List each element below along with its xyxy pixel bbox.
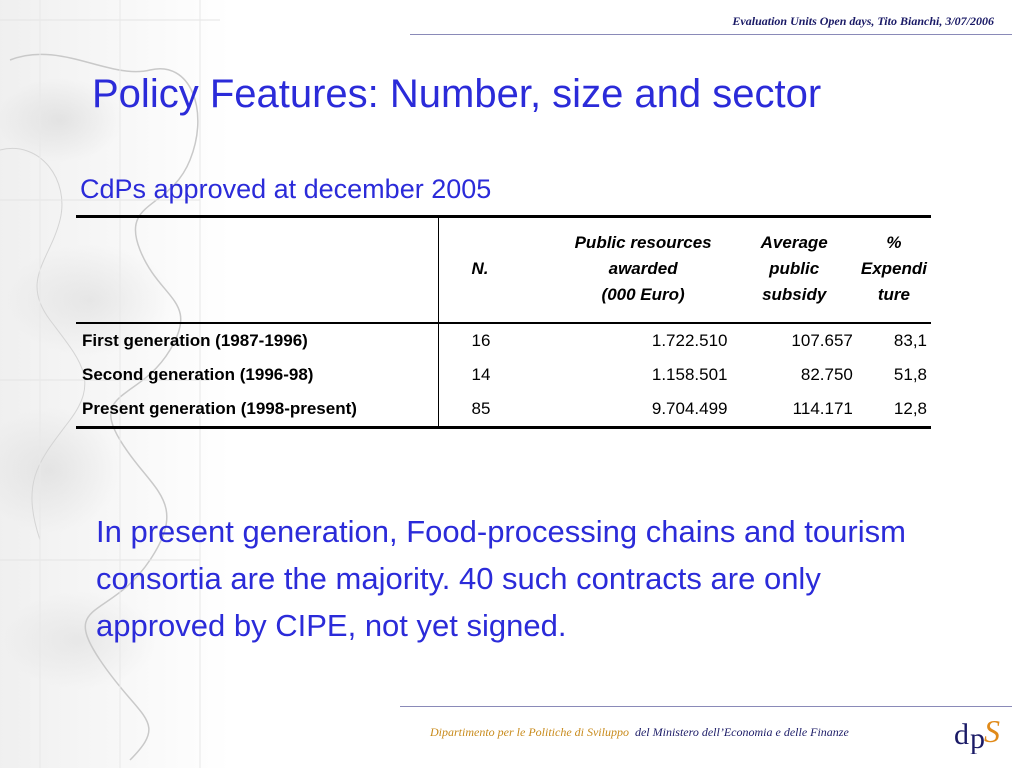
header-n: N. <box>471 259 489 278</box>
table-row: Second generation (1996-98) 14 1.158.501… <box>76 358 931 392</box>
table-row: First generation (1987-1996) 16 1.722.51… <box>76 323 931 358</box>
footer-department: Dipartimento per le Politiche di Svilupp… <box>430 725 629 739</box>
header-average-line2: public <box>769 259 820 278</box>
header-average: Average public subsidy <box>732 217 857 324</box>
header-average-line1: Average <box>760 233 828 252</box>
dps-logo: d p S <box>952 710 1008 755</box>
header-percent-line2: Expendi <box>860 259 927 278</box>
row-public: 9.704.499 <box>651 399 728 418</box>
header-divider <box>410 34 1012 35</box>
svg-text:d: d <box>954 718 969 751</box>
row-n: 14 <box>471 365 491 384</box>
row-public: 1.158.501 <box>651 365 728 384</box>
footer-ministry: del Ministero dell’Economia e delle Fina… <box>634 725 849 739</box>
table-row: Present generation (1998-present) 85 9.7… <box>76 392 931 428</box>
svg-text:S: S <box>984 713 1000 749</box>
row-average: 107.657 <box>791 331 853 350</box>
footer-divider <box>400 706 1012 707</box>
row-label: Present generation (1998-present) <box>76 392 440 428</box>
row-label: First generation (1987-1996) <box>76 323 440 358</box>
row-public: 1.722.510 <box>651 331 728 350</box>
header-label-blank <box>76 216 440 323</box>
header-public-line1: Public resources <box>574 233 712 252</box>
header-caption: Evaluation Units Open days, Tito Bianchi… <box>732 14 994 28</box>
row-percent: 83,1 <box>893 331 927 350</box>
table-header-row: N. Public resources awarded (000 Euro) A… <box>76 216 931 324</box>
row-percent: 12,8 <box>893 399 927 418</box>
row-average: 82.750 <box>800 365 853 384</box>
header-public-resources: Public resources awarded (000 Euro) <box>555 217 732 324</box>
header-percent-line3: ture <box>877 285 910 304</box>
footer-caption: Dipartimento per le Politiche di Svilupp… <box>430 725 849 740</box>
row-label: Second generation (1996-98) <box>76 358 440 392</box>
header-public-line2: awarded <box>608 259 678 278</box>
header-percent-line1: % <box>886 233 902 252</box>
header-public-line3: (000 Euro) <box>601 285 685 304</box>
row-average: 114.171 <box>792 399 853 418</box>
slide-subtitle: CdPs approved at december 2005 <box>80 174 492 204</box>
header-percent: % Expendi ture <box>857 217 931 324</box>
cdps-table: N. Public resources awarded (000 Euro) A… <box>76 215 931 429</box>
body-paragraph: In present generation, Food-processing c… <box>96 514 906 643</box>
row-percent: 51,8 <box>893 365 927 384</box>
svg-text:p: p <box>970 722 985 754</box>
header-average-line3: subsidy <box>762 285 827 304</box>
row-n: 16 <box>471 331 491 350</box>
slide-title: Policy Features: Number, size and sector <box>92 72 822 116</box>
row-n: 85 <box>471 399 491 418</box>
